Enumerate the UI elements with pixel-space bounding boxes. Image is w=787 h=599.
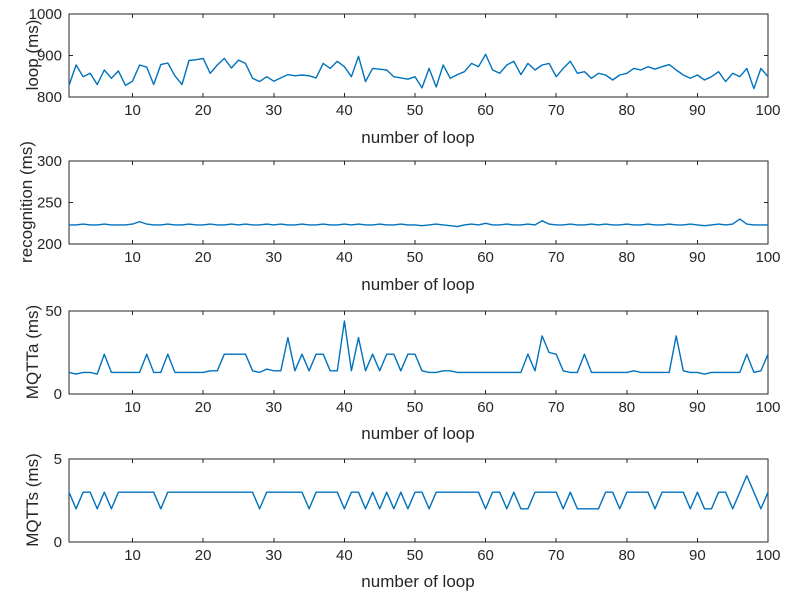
x-tick-label: 40 bbox=[336, 399, 353, 416]
y-tick-label: 200 bbox=[37, 236, 62, 253]
y-tick-label: 5 bbox=[54, 451, 62, 468]
y-tick-label: 0 bbox=[54, 534, 62, 551]
series-line bbox=[68, 53, 769, 90]
x-tick-label: 70 bbox=[548, 547, 565, 564]
x-tick-label: 90 bbox=[689, 249, 706, 266]
x-tick-label: 60 bbox=[477, 102, 494, 119]
y-axis-label-loop: loop (ms) bbox=[23, 19, 42, 91]
x-tick-label: 20 bbox=[195, 399, 212, 416]
y-tick-label: 0 bbox=[54, 386, 62, 403]
x-axis-label-2: number of loop bbox=[361, 275, 475, 294]
x-axis-label-4: number of loop bbox=[361, 572, 475, 591]
y-tick-label: 900 bbox=[37, 48, 62, 65]
x-tick-label: 50 bbox=[407, 547, 424, 564]
x-tick-label: 10 bbox=[124, 249, 141, 266]
x-tick-label: 20 bbox=[195, 249, 212, 266]
x-tick-label: 60 bbox=[477, 399, 494, 416]
x-tick-label: 90 bbox=[689, 547, 706, 564]
x-tick-label: 10 bbox=[124, 399, 141, 416]
x-tick-label: 100 bbox=[755, 102, 780, 119]
x-tick-label: 30 bbox=[265, 249, 282, 266]
x-tick-label: 70 bbox=[548, 249, 565, 266]
series-line bbox=[68, 474, 769, 510]
x-tick-label: 100 bbox=[755, 399, 780, 416]
x-tick-label: 80 bbox=[618, 102, 635, 119]
x-tick-label: 30 bbox=[265, 102, 282, 119]
x-tick-label: 50 bbox=[407, 249, 424, 266]
x-tick-label: 80 bbox=[618, 547, 635, 564]
y-axis-label-mqtts: MQTTs (ms) bbox=[23, 453, 42, 547]
x-tick-label: 20 bbox=[195, 102, 212, 119]
y-axis-label-recognition: recognition (ms) bbox=[17, 141, 36, 263]
series-line bbox=[68, 320, 769, 375]
x-tick-label: 50 bbox=[407, 102, 424, 119]
x-tick-label: 40 bbox=[336, 547, 353, 564]
series-line bbox=[68, 218, 769, 228]
x-tick-label: 80 bbox=[618, 249, 635, 266]
y-tick-label: 50 bbox=[45, 303, 62, 320]
x-tick-label: 100 bbox=[755, 249, 780, 266]
x-tick-label: 40 bbox=[336, 249, 353, 266]
x-tick-label: 70 bbox=[548, 102, 565, 119]
x-tick-label: 80 bbox=[618, 399, 635, 416]
plot-box bbox=[68, 13, 769, 98]
x-tick-label: 60 bbox=[477, 249, 494, 266]
y-axis-label-mqtta: MQTTa (ms) bbox=[23, 304, 42, 400]
x-tick-label: 70 bbox=[548, 399, 565, 416]
y-tick-label: 300 bbox=[37, 153, 62, 170]
x-tick-label: 10 bbox=[124, 547, 141, 564]
x-tick-label: 40 bbox=[336, 102, 353, 119]
x-tick-label: 20 bbox=[195, 547, 212, 564]
plot-box bbox=[68, 310, 769, 395]
x-tick-label: 90 bbox=[689, 102, 706, 119]
x-tick-label: 10 bbox=[124, 102, 141, 119]
y-tick-label: 250 bbox=[37, 195, 62, 212]
x-tick-label: 50 bbox=[407, 399, 424, 416]
x-tick-label: 100 bbox=[755, 547, 780, 564]
y-tick-label: 1000 bbox=[29, 6, 62, 23]
x-tick-label: 30 bbox=[265, 399, 282, 416]
x-tick-label: 90 bbox=[689, 399, 706, 416]
y-tick-label: 800 bbox=[37, 89, 62, 106]
plot-box bbox=[68, 458, 769, 543]
x-axis-label-1: number of loop bbox=[361, 128, 475, 147]
x-tick-label: 60 bbox=[477, 547, 494, 564]
x-tick-label: 30 bbox=[265, 547, 282, 564]
x-axis-label-3: number of loop bbox=[361, 424, 475, 443]
plot-box bbox=[68, 160, 769, 245]
